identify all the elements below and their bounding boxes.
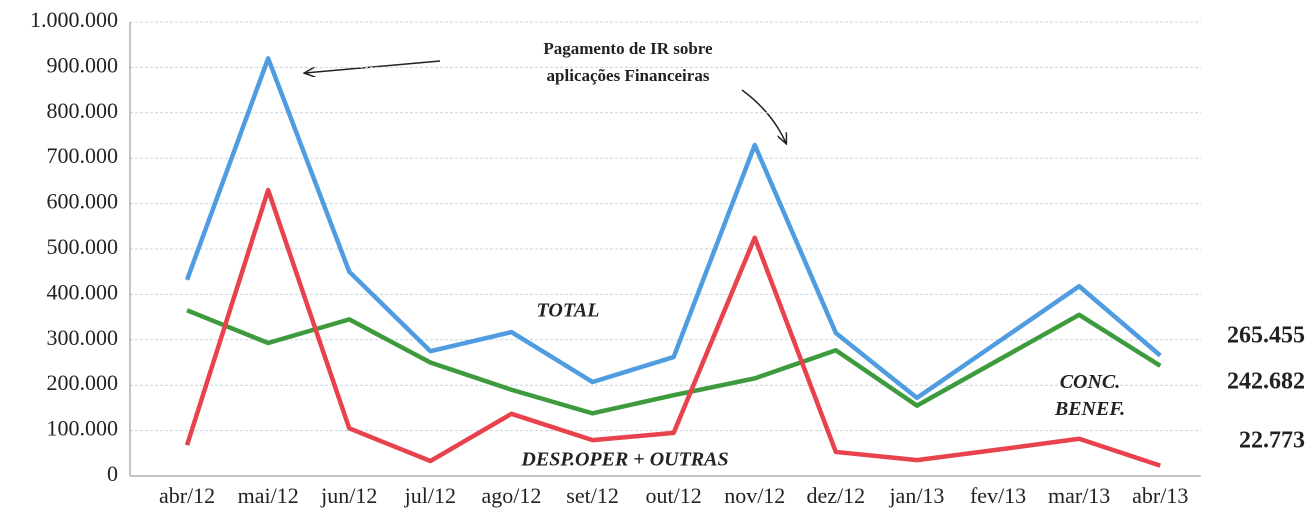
- x-tick-label: jul/12: [404, 483, 456, 508]
- series-line: [184, 56, 1162, 401]
- value-label: 242.682: [1227, 369, 1305, 395]
- y-tick-label: 900.000: [47, 52, 119, 77]
- y-tick-label: 800.000: [47, 98, 119, 123]
- x-tick-label: abr/12: [159, 483, 215, 508]
- x-tick-label: mai/12: [238, 483, 299, 508]
- x-tick-label: nov/12: [724, 483, 785, 508]
- annotation: Pagamento de IR sobre: [543, 39, 713, 58]
- series-line: [184, 187, 1161, 468]
- x-tick-label: set/12: [566, 483, 619, 508]
- y-tick-label: 700.000: [47, 143, 119, 168]
- x-tick-label: dez/12: [807, 483, 866, 508]
- y-tick-label: 100.000: [47, 416, 119, 441]
- x-tick-label: ago/12: [482, 483, 542, 508]
- annotation-arrow: [741, 89, 786, 143]
- series-label: DESP.OPER + OUTRAS: [520, 449, 728, 471]
- x-tick-label: jan/13: [888, 483, 944, 508]
- y-tick-label: 1.000.000: [30, 7, 118, 32]
- annotation: aplicações Financeiras: [547, 66, 710, 85]
- x-tick-label: fev/13: [970, 483, 1026, 508]
- y-tick-label: 200.000: [47, 370, 119, 395]
- series-label: CONC. BENEF.: [1054, 371, 1125, 420]
- x-tick-label: jun/12: [320, 483, 377, 508]
- y-tick-label: 400.000: [47, 279, 119, 304]
- y-tick-label: 0: [107, 461, 118, 486]
- series-label: TOTAL: [537, 300, 600, 322]
- y-tick-label: 300.000: [47, 325, 119, 350]
- value-label: 22.773: [1239, 428, 1305, 454]
- x-tick-label: abr/13: [1132, 483, 1188, 508]
- x-tick-label: mar/13: [1048, 483, 1110, 508]
- value-label: 265.455: [1227, 323, 1305, 349]
- x-tick-label: out/12: [646, 483, 702, 508]
- y-tick-label: 500.000: [47, 234, 119, 259]
- series-line: [186, 308, 1162, 416]
- y-tick-label: 600.000: [47, 189, 119, 214]
